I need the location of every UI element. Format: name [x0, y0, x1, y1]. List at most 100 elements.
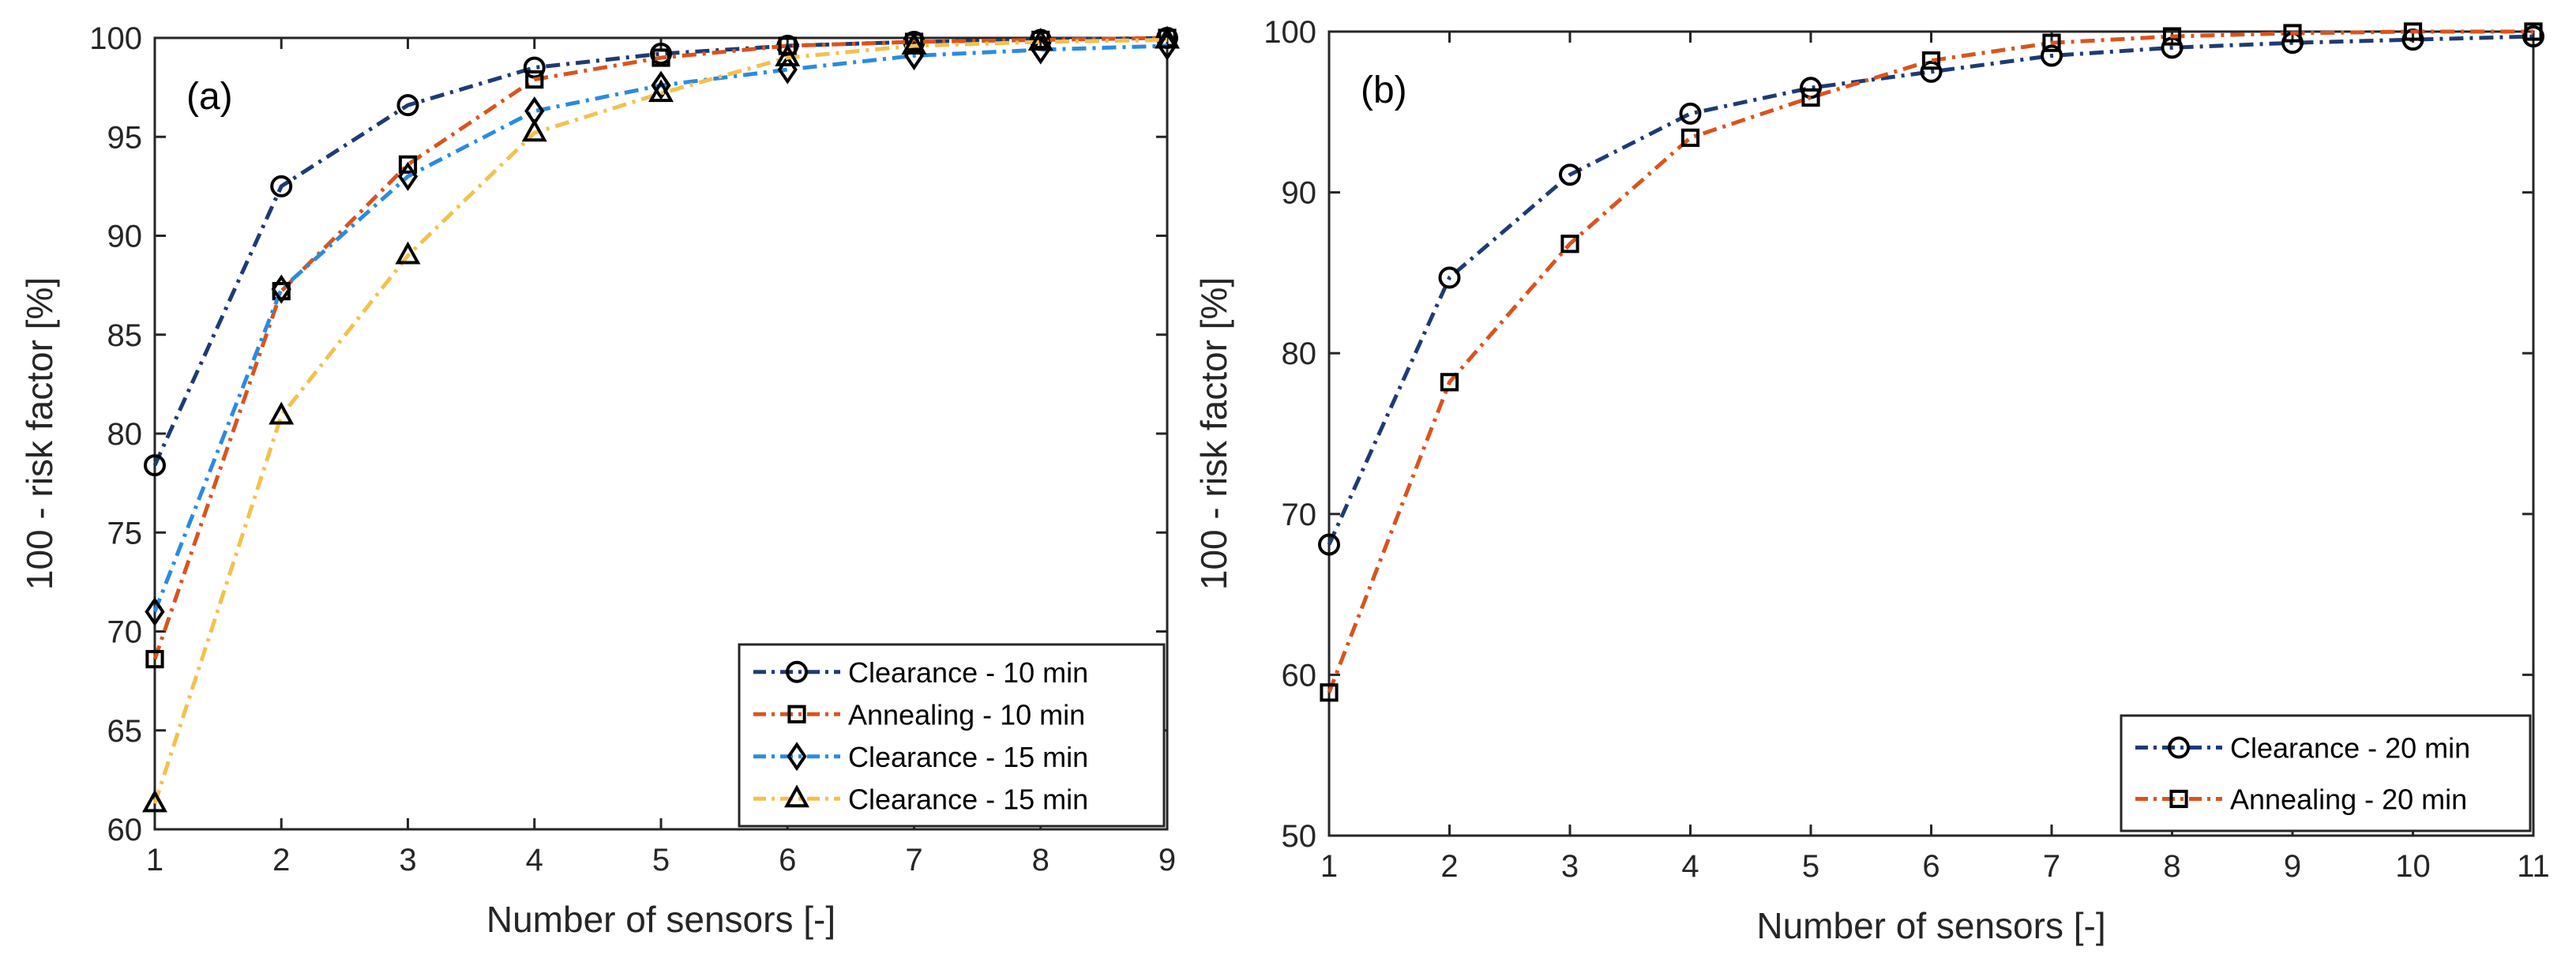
- data-point-triangle: [1027, 28, 1053, 51]
- data-point-circle: [270, 175, 293, 197]
- legend-label: Clearance - 10 min: [848, 656, 1088, 689]
- legend-label: Annealing - 20 min: [2230, 783, 2467, 816]
- series-clearance-20-min-0: [1318, 25, 2544, 556]
- data-point-circle: [1920, 60, 1943, 83]
- x-tick-label: 11: [2517, 849, 2550, 884]
- data-point-square: [1801, 88, 1820, 107]
- data-point-circle: [144, 454, 166, 477]
- x-tick-label: 6: [779, 843, 796, 877]
- legend: Clearance - 10 min Annealing - 10 min Clea…: [738, 643, 1166, 828]
- x-tick-label: 9: [2284, 849, 2301, 884]
- y-tick-label: 60: [1282, 658, 1317, 693]
- data-point-square: [1560, 235, 1579, 254]
- chart-panel-b: 1 2 3 4 5 6 7 8 9 10 11 50 60 70 80 90 100 Number of sens…: [1193, 15, 2550, 946]
- data-point-square: [2524, 22, 2543, 41]
- y-tick-label: 75: [107, 516, 143, 551]
- y-tick-label: 80: [1282, 336, 1317, 371]
- y-tick-label: 100: [1264, 15, 1316, 50]
- data-point-square: [1320, 683, 1339, 702]
- data-point-triangle: [648, 79, 674, 103]
- data-point-circle: [650, 43, 672, 66]
- x-tick-label: 6: [1922, 849, 1940, 884]
- legend-marker-square: [787, 705, 806, 723]
- data-point-circle: [2041, 44, 2063, 67]
- data-point-triangle: [268, 401, 295, 425]
- data-point-triangle: [395, 241, 421, 265]
- data-point-square: [1921, 51, 1941, 70]
- y-tick-label: 60: [107, 813, 143, 847]
- x-tick-label: 10: [2395, 849, 2431, 884]
- series-line: [1327, 34, 2534, 546]
- legend-marker-diamond: [787, 742, 807, 772]
- y-axis-label: 100 - risk factor [%]: [19, 277, 60, 590]
- legend-box: [738, 643, 1166, 828]
- data-point-square: [2042, 33, 2061, 52]
- x-tick-label: 2: [272, 843, 290, 877]
- x-tick-label: 5: [1802, 849, 1819, 884]
- data-point-square: [525, 70, 544, 89]
- data-point-triangle: [1155, 25, 1180, 49]
- legend-marker-square: [2169, 789, 2188, 809]
- y-tick-label: 90: [1282, 176, 1317, 211]
- x-tick-label: 7: [905, 843, 922, 877]
- plot-area: [1327, 30, 2535, 837]
- data-point-circle: [1318, 533, 1340, 556]
- y-tick-label: 70: [107, 615, 143, 650]
- x-tick-label: 9: [1158, 843, 1176, 877]
- x-tick-label: 1: [1320, 849, 1338, 884]
- data-point-triangle: [775, 43, 801, 67]
- data-point-square: [1440, 373, 1459, 392]
- y-tick-label: 95: [107, 120, 143, 155]
- data-point-circle: [396, 94, 419, 117]
- series-line: [152, 38, 1168, 805]
- data-point-diamond: [145, 596, 165, 627]
- data-point-diamond: [651, 70, 671, 100]
- panel-label: (a): [186, 76, 233, 118]
- series-line: [152, 36, 1168, 660]
- data-point-triangle: [901, 32, 927, 55]
- series-line: [152, 36, 1168, 467]
- x-tick-label: 2: [1440, 849, 1458, 884]
- data-point-circle: [1438, 266, 1461, 289]
- x-tick-label: 3: [1561, 849, 1579, 884]
- data-point-triangle: [521, 118, 547, 142]
- data-point-circle: [2522, 25, 2544, 48]
- legend-marker-triangle: [784, 784, 809, 808]
- data-point-square: [652, 48, 670, 67]
- data-point-circle: [1559, 163, 1581, 186]
- data-point-diamond: [271, 274, 291, 304]
- legend-label: Clearance - 15 min: [848, 783, 1088, 815]
- data-point-diamond: [1031, 35, 1051, 65]
- y-tick-label: 70: [1282, 498, 1317, 532]
- y-tick-label: 65: [107, 714, 143, 749]
- y-tick-label: 80: [107, 417, 143, 452]
- x-tick-label: 3: [399, 843, 416, 877]
- data-point-square: [1680, 128, 1700, 147]
- y-axis-label: 100 - risk factor [%]: [1193, 277, 1234, 590]
- chart-panel-a: 1 2 3 4 5 6 7 8 9 60 65 70 75 80 85 90 95 100 Number of se…: [19, 21, 1180, 940]
- data-point-square: [2162, 27, 2182, 46]
- x-tick-label: 5: [652, 843, 670, 877]
- x-tick-label: 7: [2043, 849, 2060, 884]
- legend-box: [2120, 714, 2532, 832]
- x-axis-label: Number of sensors [-]: [486, 899, 836, 940]
- x-tick-label: 4: [526, 843, 543, 877]
- legend: Clearance - 20 min Annealing - 20 min: [2120, 714, 2532, 832]
- series-clearance-15-min-3: [142, 25, 1180, 813]
- y-tick-label: 50: [1282, 819, 1317, 854]
- y-tick-label: 90: [107, 220, 143, 254]
- x-tick-label: 8: [2163, 849, 2180, 884]
- series-line: [1327, 29, 2533, 693]
- legend-marker-circle: [2168, 736, 2190, 759]
- data-point-diamond: [397, 161, 419, 191]
- legend-label: Annealing - 10 min: [848, 698, 1085, 731]
- data-point-square: [398, 155, 418, 174]
- x-axis-label: Number of sensors [-]: [1756, 905, 2105, 946]
- y-tick-label: 100: [89, 21, 142, 56]
- legend-marker-circle: [786, 660, 808, 683]
- x-tick-label: 4: [1681, 849, 1699, 884]
- data-point-square: [2283, 24, 2302, 43]
- data-point-triangle: [142, 789, 167, 813]
- data-point-circle: [1679, 102, 1702, 125]
